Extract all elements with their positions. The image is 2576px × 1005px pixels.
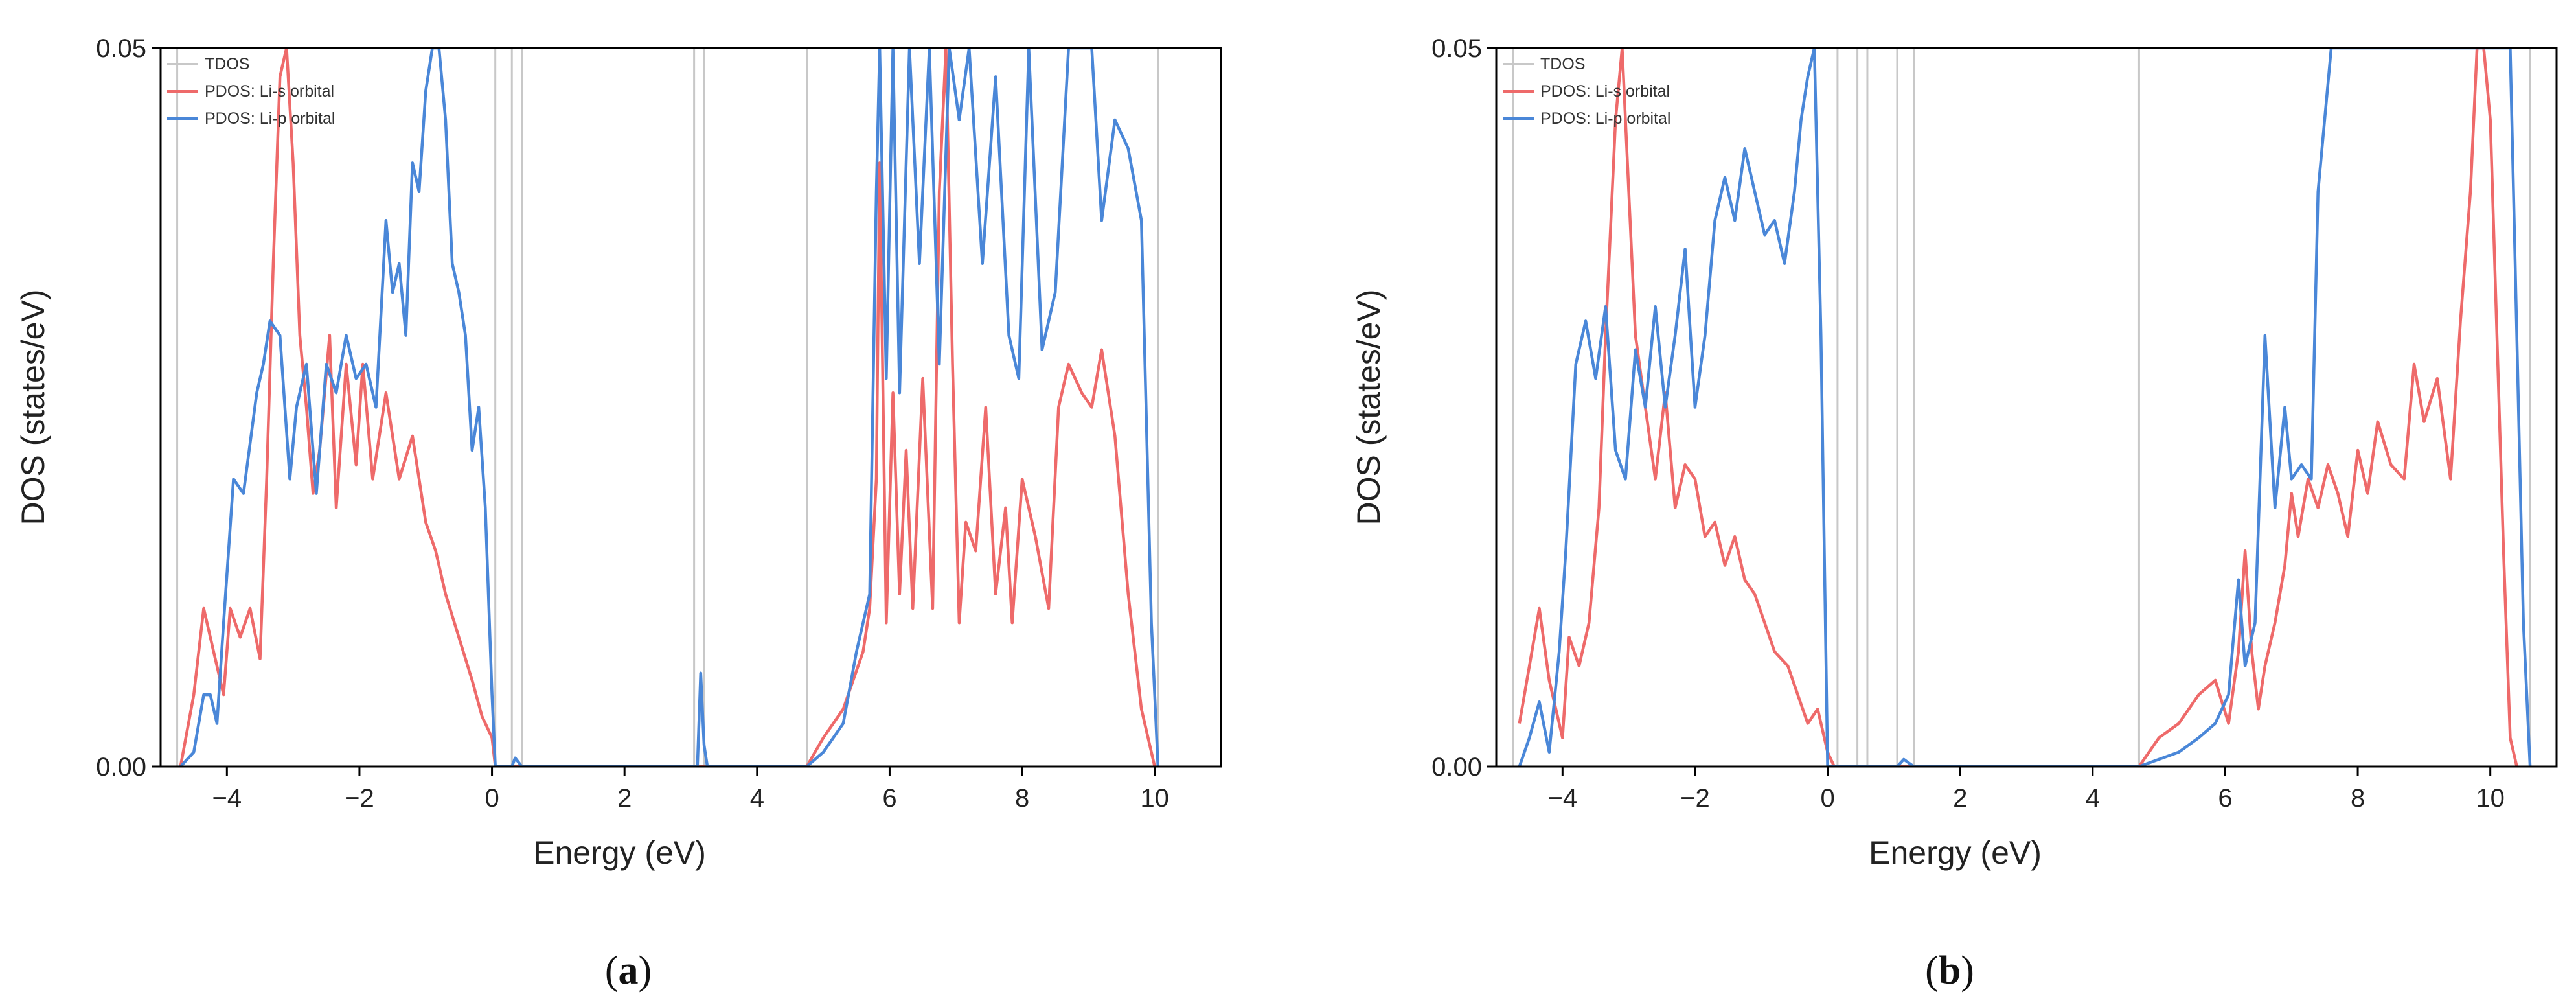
x-tick-label: 6 <box>2218 784 2232 813</box>
x-tick-label: 6 <box>882 784 896 813</box>
x-tick-label: 0 <box>1820 784 1834 813</box>
x-tick-label: 0 <box>484 784 499 813</box>
x-tick-label: 2 <box>1953 784 1967 813</box>
panel-b: −4 −2 0 2 4 6 8 10 0.00 0.05 Energy (eV) DOS (state… <box>1351 34 2558 993</box>
plot-frame <box>159 47 1222 768</box>
legend-entry: PDOS: Li-s orbital <box>205 82 334 100</box>
y-axis-label: DOS (states/eV) <box>15 290 51 526</box>
series-line-li-p <box>1518 48 2532 767</box>
x-axis-label: Energy (eV) <box>1869 835 2042 871</box>
plot-area <box>1512 48 2532 767</box>
legend-entry: PDOS: Li-p orbital <box>205 110 335 128</box>
legend-entry: PDOS: Li-s orbital <box>1540 82 1670 100</box>
legend-entry: TDOS <box>205 55 249 73</box>
x-tick-label: 4 <box>750 784 764 813</box>
x-tick-label: 8 <box>1015 784 1029 813</box>
x-tick-label: −4 <box>212 784 242 813</box>
legend: TDOS PDOS: Li-s orbital PDOS: Li-p orbital <box>167 55 335 128</box>
x-tick-label: 4 <box>2086 784 2100 813</box>
x-tick-label: −2 <box>1680 784 1710 813</box>
legend-entry: TDOS <box>1540 55 1585 73</box>
y-tick-label: 0.05 <box>1431 34 1482 63</box>
y-tick-label: 0.00 <box>96 753 146 781</box>
plot-frame <box>1495 47 2558 768</box>
panel-caption: (b) <box>1925 949 1974 993</box>
x-tick-label: 2 <box>617 784 632 813</box>
x-tick-label: 10 <box>1140 784 1169 813</box>
series-line-li-s <box>179 48 1156 767</box>
series-line-li-s <box>1518 48 2518 767</box>
x-tick-label: 8 <box>2351 784 2365 813</box>
y-tick-label: 0.05 <box>96 34 146 63</box>
panel-caption: (a) <box>605 949 652 993</box>
panel-a: −4 −2 0 2 4 6 8 10 0.00 0.05 Energy (eV) DOS (state… <box>15 34 1222 993</box>
plot-area <box>176 48 1160 767</box>
x-tick-label: −4 <box>1548 784 1578 813</box>
legend: TDOS PDOS: Li-s orbital PDOS: Li-p orbital <box>1503 55 1670 128</box>
y-axis-label: DOS (states/eV) <box>1351 290 1387 526</box>
y-tick-label: 0.00 <box>1431 753 1482 781</box>
x-axis-label: Energy (eV) <box>533 835 706 871</box>
x-tick-label: −2 <box>345 784 374 813</box>
x-tick-label: 10 <box>2476 784 2505 813</box>
series-line-li-p <box>179 48 1160 767</box>
legend-entry: PDOS: Li-p orbital <box>1540 110 1670 128</box>
